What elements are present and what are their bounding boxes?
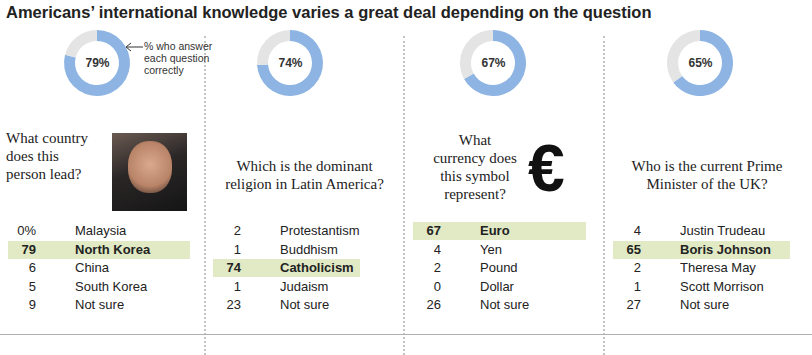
html-text:4: 4 <box>633 223 641 238</box>
html-text:2: 2 <box>233 223 241 238</box>
html-text:What country: What country <box>6 130 89 146</box>
html-text:Not sure: Not sure <box>75 297 125 312</box>
html-text:1: 1 <box>633 278 641 294</box>
svg-text:74%: 74% <box>278 56 302 70</box>
html-text:What: What <box>458 132 492 148</box>
html-text:China: China <box>75 260 109 275</box>
html-text:person lead?: person lead? <box>6 166 82 182</box>
html-text:Judaism: Judaism <box>280 278 329 294</box>
html-text:Protestantism: Protestantism <box>280 223 360 238</box>
html-text:79: 79 <box>21 241 36 257</box>
html-text:23: 23 <box>226 297 241 312</box>
html-text:2: 2 <box>633 260 641 275</box>
html-text:6: 6 <box>28 260 36 275</box>
html-text:Theresa May: Theresa May <box>680 260 756 275</box>
html-text:Catholicism: Catholicism <box>280 260 354 275</box>
html-text:74: 74 <box>226 260 241 275</box>
html-text:Who is the current Prime: Who is the current Prime <box>631 158 783 174</box>
html-text:5: 5 <box>28 278 36 294</box>
html-text:0%: 0% <box>17 223 36 238</box>
svg-text:67%: 67% <box>481 56 505 70</box>
html-text:Pound: Pound <box>480 260 518 275</box>
html-text:2: 2 <box>433 260 441 275</box>
html-text:9: 9 <box>28 297 36 312</box>
html-text:Not sure: Not sure <box>680 297 730 312</box>
html-text:Not sure: Not sure <box>280 297 330 312</box>
html-text:% who answer each question cor: % who answer each question correctly <box>144 40 213 76</box>
html-text:North Korea: North Korea <box>75 241 151 257</box>
html-text:Scott Morrison: Scott Morrison <box>680 278 764 294</box>
html-text:this symbol: this symbol <box>440 168 510 184</box>
svg-text:65%: 65% <box>688 56 712 70</box>
html-text:26: 26 <box>426 297 441 312</box>
html-text:Minister of the UK?: Minister of the UK? <box>646 176 768 192</box>
html-text:Yen: Yen <box>480 241 502 257</box>
html-text:does this: does this <box>6 148 59 164</box>
html-text:Americans’ international knowl: Americans’ international knowledge varie… <box>6 3 652 21</box>
html-text:Euro: Euro <box>480 223 510 238</box>
html-text:67: 67 <box>426 223 441 238</box>
html-text:South Korea: South Korea <box>75 278 148 294</box>
html-text:Buddhism: Buddhism <box>280 241 338 257</box>
html-text:65: 65 <box>626 241 641 257</box>
html-text:1: 1 <box>233 278 241 294</box>
html-text:Not sure: Not sure <box>480 297 530 312</box>
html-text:Boris Johnson: Boris Johnson <box>680 241 771 257</box>
html-text:Justin Trudeau: Justin Trudeau <box>680 223 766 238</box>
svg-text:79%: 79% <box>85 56 109 70</box>
html-text:Malaysia: Malaysia <box>75 223 127 238</box>
html-text:represent?: represent? <box>444 186 506 202</box>
html-text:4: 4 <box>433 241 441 257</box>
html-text:Which is the dominant: Which is the dominant <box>236 158 373 174</box>
html-text:1: 1 <box>233 241 241 257</box>
html-text:0: 0 <box>433 278 441 294</box>
html-text:religion in Latin America?: religion in Latin America? <box>225 176 384 192</box>
html-text:currency does: currency does <box>433 150 517 166</box>
html-text:Dollar: Dollar <box>480 278 514 294</box>
html-text:27: 27 <box>626 297 641 312</box>
